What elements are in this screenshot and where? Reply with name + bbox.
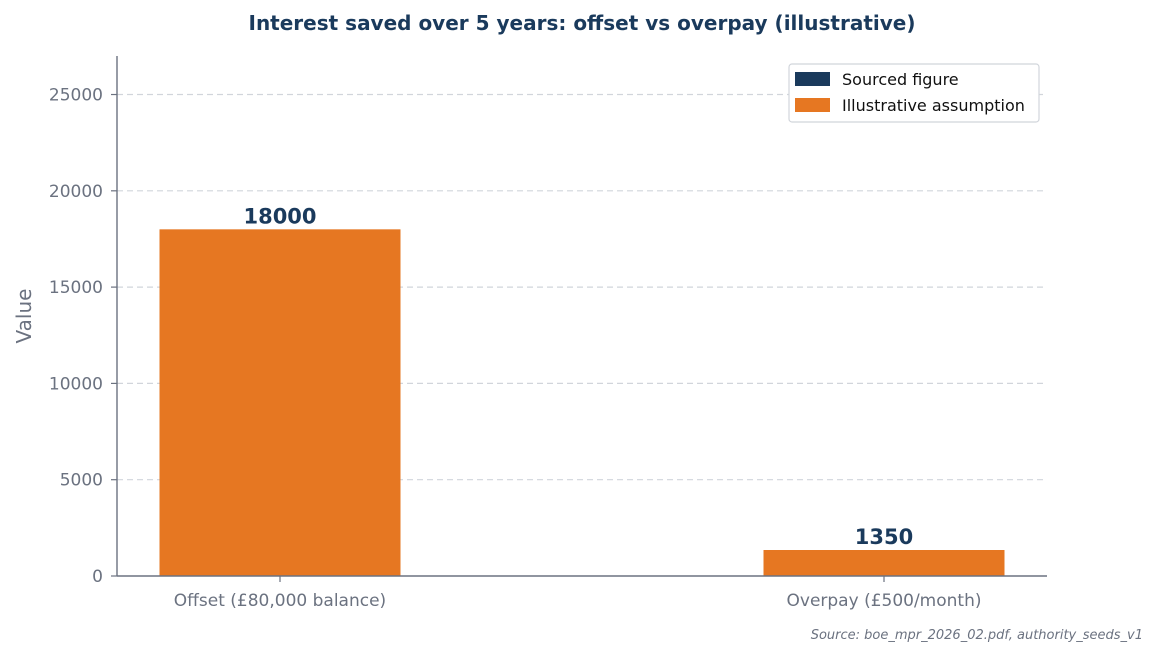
legend-label: Illustrative assumption: [842, 96, 1025, 115]
y-axis-label: Value: [12, 289, 36, 344]
chart-title: Interest saved over 5 years: offset vs o…: [249, 11, 916, 35]
legend-label: Sourced figure: [842, 70, 959, 89]
bar-data-label: 18000: [243, 204, 316, 228]
y-tick-label: 25000: [49, 86, 103, 106]
y-tick-label: 20000: [49, 182, 103, 202]
legend-box: [788, 63, 1040, 123]
bar: [763, 550, 1005, 576]
bars-layer: 18000 1350: [159, 204, 1005, 577]
y-tick-label: 10000: [49, 374, 103, 394]
bar: [159, 229, 401, 577]
y-tick-label: 0: [92, 567, 103, 587]
x-tick-label: Offset (£80,000 balance): [174, 591, 386, 611]
y-tick-label: 15000: [49, 278, 103, 298]
y-tick-label: 5000: [60, 471, 103, 491]
legend: Sourced figure Illustrative assumption: [788, 63, 1040, 123]
source-note: Source: boe_mpr_2026_02.pdf, authority_s…: [811, 628, 1143, 643]
bar-data-label: 1350: [855, 525, 913, 549]
legend-swatch: [795, 98, 830, 112]
legend-swatch: [795, 72, 830, 86]
x-tick-label: Overpay (£500/month): [787, 591, 982, 611]
axes-layer: 0 5000 10000 15000 20000 25000 Offset (£80,000…: [12, 56, 1047, 611]
